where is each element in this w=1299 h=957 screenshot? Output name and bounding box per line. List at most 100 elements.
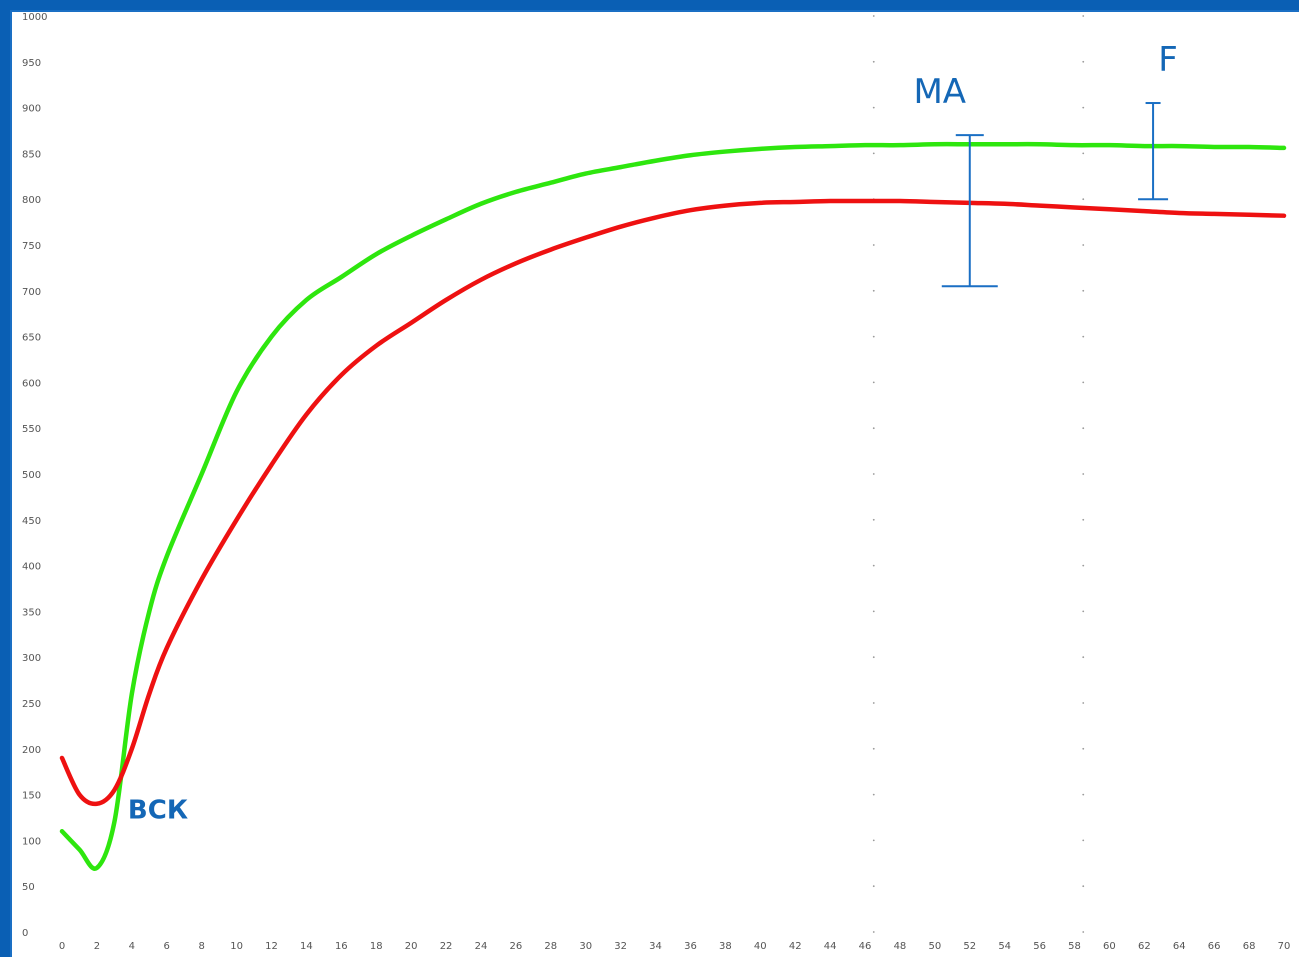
grid-dot bbox=[1082, 839, 1085, 842]
grid-dot bbox=[1082, 381, 1085, 384]
grid-dot bbox=[1082, 610, 1085, 613]
x-tick-label: 42 bbox=[789, 941, 802, 952]
x-tick-label: 20 bbox=[405, 941, 418, 952]
grid-dot bbox=[872, 702, 875, 704]
y-tick-label: 950 bbox=[22, 58, 41, 69]
grid-dot bbox=[1082, 518, 1085, 521]
x-tick-label: 38 bbox=[719, 941, 732, 952]
x-tick-label: 10 bbox=[230, 941, 243, 952]
grid-dot bbox=[872, 381, 875, 384]
y-tick-label: 50 bbox=[22, 882, 35, 893]
grid-dot bbox=[872, 15, 875, 17]
line-chart: 1000950900850800750700650600550500450400… bbox=[22, 12, 1291, 952]
x-tick-label: 4 bbox=[129, 941, 135, 952]
y-tick-label: 650 bbox=[22, 333, 41, 344]
annotations-group: MA F ВСК bbox=[128, 40, 1178, 825]
range-marker-ma bbox=[941, 134, 998, 288]
grid-dot bbox=[872, 106, 875, 109]
y-tick-label: 550 bbox=[22, 424, 41, 435]
x-tick-label: 32 bbox=[614, 941, 627, 952]
grid-dot bbox=[872, 610, 875, 613]
y-tick-label: 800 bbox=[22, 195, 41, 206]
x-tick-label: 44 bbox=[824, 941, 837, 952]
grid-dot bbox=[872, 839, 875, 842]
x-tick-label: 28 bbox=[544, 941, 557, 952]
grid-dot bbox=[872, 656, 875, 659]
y-tick-label: 900 bbox=[22, 104, 41, 115]
grid-dot bbox=[872, 747, 875, 750]
x-tick-label: 56 bbox=[1033, 941, 1046, 952]
x-tick-label: 46 bbox=[859, 941, 872, 952]
y-tick-label: 300 bbox=[22, 653, 41, 664]
x-tick-label: 50 bbox=[928, 941, 941, 952]
x-tick-label: 18 bbox=[370, 941, 383, 952]
grid-dot bbox=[1082, 60, 1085, 63]
x-tick-label: 62 bbox=[1138, 941, 1151, 952]
grid-dot bbox=[1082, 931, 1085, 933]
x-axis-ticks: 0 2 4 6 8 10 12 14 16 18 20 22 24 26 28 30 32 34 36 38 40 42 4… bbox=[59, 941, 1291, 952]
grid-dot bbox=[872, 289, 875, 292]
grid-dot bbox=[872, 244, 875, 246]
grid-dot bbox=[1082, 702, 1085, 704]
y-tick-label: 250 bbox=[22, 699, 41, 710]
grid-dot bbox=[1082, 793, 1085, 796]
grid-dot bbox=[1082, 15, 1085, 17]
grid-dot bbox=[872, 931, 875, 933]
grid-dot bbox=[1082, 427, 1085, 430]
grid-dot bbox=[1082, 244, 1085, 246]
grid-dot bbox=[1082, 335, 1085, 338]
grid-dot bbox=[1082, 473, 1085, 475]
x-tick-label: 58 bbox=[1068, 941, 1081, 952]
annotation-label-ma: MA bbox=[913, 72, 966, 112]
y-tick-label: 100 bbox=[22, 836, 41, 847]
y-tick-label: 0 bbox=[22, 928, 28, 939]
x-tick-label: 24 bbox=[475, 941, 488, 952]
x-tick-label: 30 bbox=[579, 941, 592, 952]
y-tick-label: 600 bbox=[22, 378, 41, 389]
chart-frame: 1000 950 900 850 800 750 700 650 600 550 500 450 400… bbox=[10, 10, 1299, 957]
y-tick-label: 1000 bbox=[22, 12, 47, 23]
grid-dot bbox=[1082, 152, 1085, 155]
x-tick-label: 36 bbox=[684, 941, 697, 952]
x-tick-label: 40 bbox=[754, 941, 767, 952]
grid-dot bbox=[872, 152, 875, 155]
grid-dot bbox=[1082, 106, 1085, 109]
x-tick-label: 6 bbox=[164, 941, 170, 952]
grid-dot bbox=[872, 564, 875, 567]
annotation-label-vsk: ВСК bbox=[128, 795, 188, 825]
y-axis-ticks: 1000950900850800750700650600550500450400… bbox=[22, 12, 47, 939]
y-tick-label: 400 bbox=[22, 562, 41, 573]
x-tick-label: 2 bbox=[94, 941, 100, 952]
y-tick-label: 850 bbox=[22, 149, 41, 160]
series-line-1 bbox=[59, 198, 1287, 807]
range-marker-f bbox=[1138, 102, 1169, 201]
annotation-label-f: F bbox=[1158, 40, 1178, 80]
x-tick-label: 16 bbox=[335, 941, 348, 952]
grid-dot bbox=[872, 473, 875, 475]
y-tick-label: 450 bbox=[22, 516, 41, 527]
x-tick-label: 52 bbox=[963, 941, 976, 952]
grid-dot bbox=[872, 885, 875, 888]
y-tick-label: 150 bbox=[22, 791, 41, 802]
x-tick-label: 64 bbox=[1173, 941, 1186, 952]
grid-dot bbox=[1082, 656, 1085, 659]
x-tick-label: 12 bbox=[265, 941, 278, 952]
x-tick-label: 8 bbox=[198, 941, 204, 952]
grid-dot bbox=[872, 335, 875, 338]
grid-dot bbox=[872, 427, 875, 430]
grid-dot bbox=[872, 793, 875, 796]
y-tick-label: 500 bbox=[22, 470, 41, 481]
y-tick-label: 700 bbox=[22, 287, 41, 298]
x-tick-label: 34 bbox=[649, 941, 662, 952]
x-tick-label: 68 bbox=[1243, 941, 1256, 952]
dotted-gridlines bbox=[872, 15, 1085, 933]
y-tick-label: 750 bbox=[22, 241, 41, 252]
x-tick-label: 0 bbox=[59, 941, 65, 952]
grid-dot bbox=[1082, 564, 1085, 567]
series-group bbox=[59, 141, 1287, 871]
grid-dot bbox=[1082, 198, 1085, 201]
series-line-0 bbox=[59, 141, 1287, 871]
x-tick-label: 70 bbox=[1278, 941, 1291, 952]
grid-dot bbox=[1082, 885, 1085, 888]
grid-dot bbox=[1082, 747, 1085, 750]
